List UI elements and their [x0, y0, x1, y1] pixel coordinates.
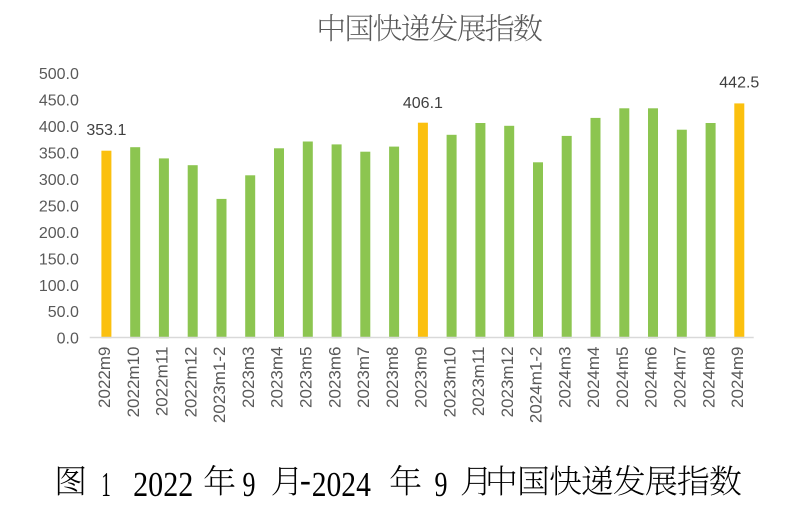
- svg-text:2023m10: 2023m10: [440, 347, 459, 418]
- svg-text:2024m9: 2024m9: [728, 347, 747, 408]
- svg-text:450.0: 450.0: [39, 93, 79, 110]
- svg-text:406.1: 406.1: [403, 95, 443, 112]
- svg-text:2024m6: 2024m6: [642, 347, 661, 408]
- svg-text:2024m4: 2024m4: [584, 347, 603, 408]
- svg-text:442.5: 442.5: [719, 75, 759, 92]
- svg-text:250.0: 250.0: [39, 198, 79, 215]
- svg-text:50.0: 50.0: [48, 304, 79, 321]
- svg-text:2023m5: 2023m5: [297, 347, 316, 408]
- svg-text:2023m8: 2023m8: [383, 347, 402, 408]
- svg-text:2023m6: 2023m6: [325, 347, 344, 408]
- svg-text:100.0: 100.0: [39, 278, 79, 295]
- svg-text:300.0: 300.0: [39, 172, 79, 189]
- svg-text:1: 1: [101, 465, 111, 504]
- svg-text:2024m3: 2024m3: [555, 347, 574, 408]
- svg-text:2023m7: 2023m7: [354, 347, 373, 408]
- svg-text:9: 9: [243, 465, 256, 504]
- svg-text:9: 9: [435, 465, 448, 504]
- svg-text:2024: 2024: [312, 465, 371, 504]
- svg-text:2024m7: 2024m7: [671, 347, 690, 408]
- svg-text:353.1: 353.1: [86, 122, 126, 139]
- svg-text:200.0: 200.0: [39, 225, 79, 242]
- svg-text:2022m9: 2022m9: [95, 347, 114, 408]
- svg-text:150.0: 150.0: [39, 251, 79, 268]
- svg-text:0.0: 0.0: [57, 331, 79, 348]
- svg-text:2023m4: 2023m4: [268, 347, 287, 408]
- svg-text:2023m1-2: 2023m1-2: [210, 347, 229, 424]
- svg-text:500.0: 500.0: [39, 66, 79, 83]
- svg-text:350.0: 350.0: [39, 146, 79, 163]
- svg-text:400.0: 400.0: [39, 119, 79, 136]
- svg-text:2023m3: 2023m3: [239, 347, 258, 408]
- svg-text:2024m1-2: 2024m1-2: [527, 347, 546, 424]
- svg-text:2022m10: 2022m10: [124, 347, 143, 418]
- svg-text:2022: 2022: [133, 465, 193, 504]
- svg-text:2023m9: 2023m9: [412, 347, 431, 408]
- svg-text:-: -: [300, 461, 311, 500]
- svg-text:2024m5: 2024m5: [613, 347, 632, 408]
- svg-text:2024m8: 2024m8: [699, 347, 718, 408]
- svg-text:2023m12: 2023m12: [498, 347, 517, 418]
- svg-text:2022m12: 2022m12: [181, 347, 200, 418]
- svg-text:2022m11: 2022m11: [153, 347, 172, 417]
- svg-text:2023m11: 2023m11: [469, 346, 488, 416]
